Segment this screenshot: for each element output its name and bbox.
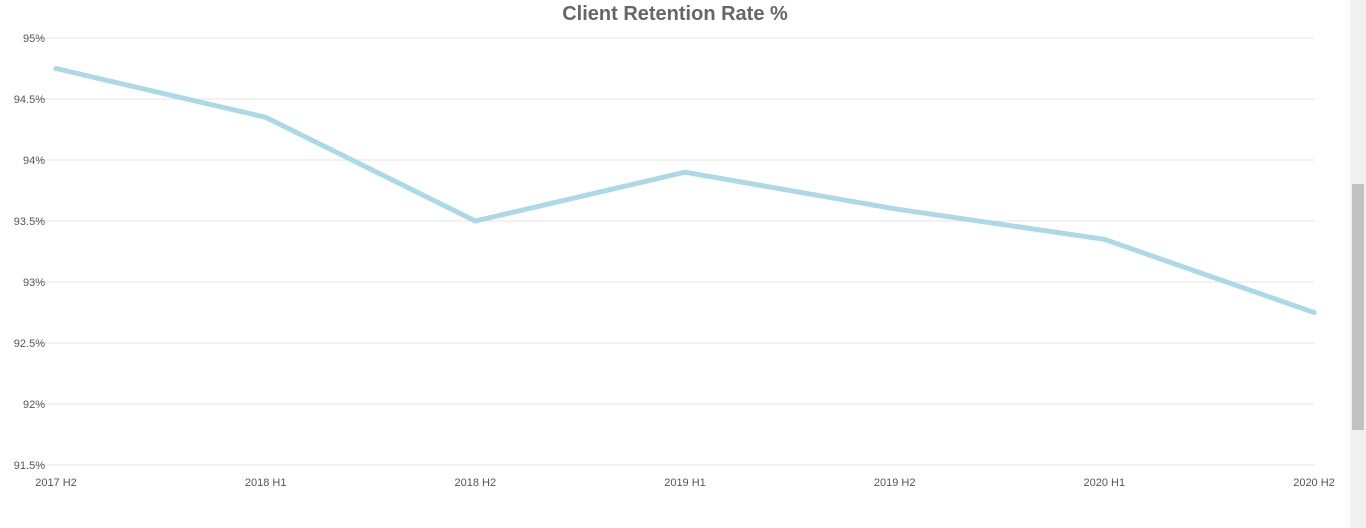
- x-tick-label: 2020 H2: [1293, 477, 1335, 489]
- y-tick-label: 93%: [23, 277, 45, 289]
- data-point: [892, 206, 898, 212]
- scrollbar-thumb[interactable]: [1352, 184, 1364, 430]
- y-tick-label: 94%: [23, 155, 45, 167]
- x-tick-label: 2020 H1: [1084, 477, 1126, 489]
- chart-title: Client Retention Rate %: [562, 3, 788, 25]
- y-tick-label: 92.5%: [14, 338, 45, 350]
- x-tick-label: 2018 H1: [245, 477, 287, 489]
- x-tick-label: 2017 H2: [35, 477, 77, 489]
- y-tick-label: 95%: [23, 33, 45, 45]
- vertical-scrollbar[interactable]: [1350, 0, 1366, 528]
- data-point: [53, 66, 59, 71]
- y-tick-label: 94.5%: [14, 94, 45, 106]
- grid-lines: [36, 37, 1314, 466]
- data-point: [682, 169, 688, 175]
- data-point: [1311, 310, 1317, 315]
- data-point: [263, 114, 269, 120]
- line-chart: 91.5% 92% 92.5% 93% 93.5% 94% 94.5% 95% 2017 H2…: [14, 33, 1335, 489]
- series-line: [53, 66, 1317, 315]
- series-lines: [53, 66, 1317, 315]
- y-tick-label: 91.5%: [14, 460, 45, 472]
- x-axis-tick-labels: 2017 H2 2018 H1 2018 H2 2019 H1 2019 H2 2020 …: [35, 477, 1335, 489]
- y-tick-label: 93.5%: [14, 216, 45, 228]
- next-chart-title-cropped: [0, 518, 1350, 528]
- y-axis-tick-labels: 91.5% 92% 92.5% 93% 93.5% 94% 94.5% 95%: [14, 33, 45, 472]
- data-point: [1101, 236, 1107, 242]
- x-tick-label: 2019 H1: [664, 477, 706, 489]
- y-tick-label: 92%: [23, 399, 45, 411]
- x-tick-label: 2019 H2: [874, 477, 916, 489]
- x-tick-label: 2018 H2: [455, 477, 497, 489]
- data-point: [472, 218, 478, 224]
